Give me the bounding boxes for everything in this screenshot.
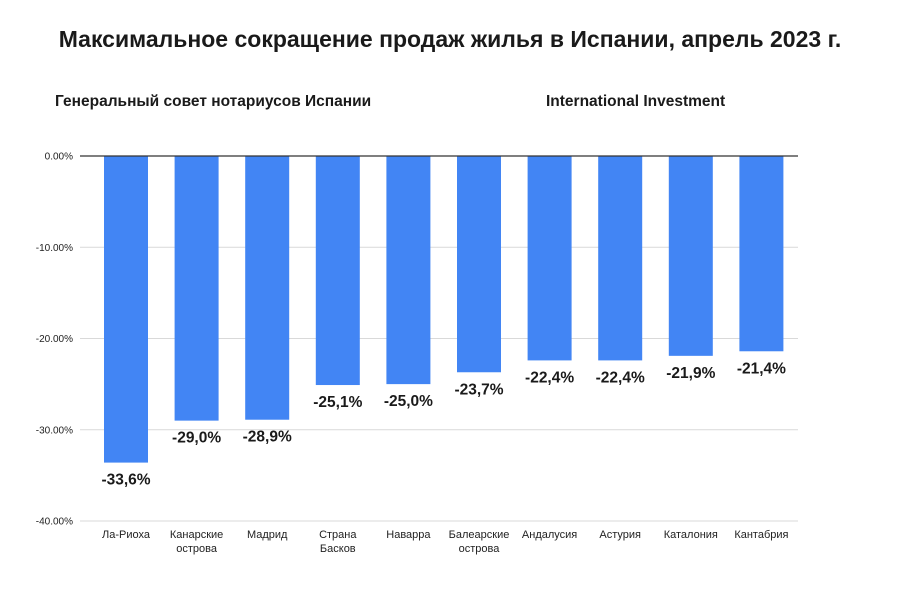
data-label: -21,4% — [737, 360, 786, 377]
bar — [315, 156, 360, 386]
y-tick-label: -10.00% — [36, 243, 73, 254]
category-label: Мадрид — [247, 529, 288, 541]
bar — [598, 156, 643, 361]
bar — [527, 156, 572, 361]
y-tick-label: -20.00% — [36, 334, 73, 345]
bar — [104, 156, 148, 463]
y-tick-label: 0.00% — [45, 152, 73, 163]
category-label: Канарские — [170, 529, 223, 541]
data-label: -23,7% — [454, 381, 503, 398]
category-label: острова — [176, 543, 218, 555]
category-label: Ла-Риоха — [102, 529, 151, 541]
y-tick-label: -30.00% — [36, 425, 73, 436]
category-label: Астурия — [599, 529, 641, 541]
chart-title: Максимальное сокращение продаж жилья в И… — [58, 26, 842, 52]
data-label: -25,1% — [313, 394, 362, 411]
data-label: -33,6% — [101, 472, 150, 489]
data-label: -22,4% — [596, 369, 645, 386]
data-label: -25,0% — [384, 393, 433, 410]
bar — [457, 156, 501, 373]
data-label: -29,0% — [172, 430, 221, 447]
bar — [174, 156, 219, 421]
data-label: -22,4% — [525, 369, 574, 386]
category-label: Басков — [320, 543, 356, 555]
bars — [104, 156, 784, 463]
data-label: -28,9% — [243, 429, 292, 446]
category-label: Андалусия — [522, 529, 577, 541]
source-label-right: International Investment — [546, 93, 726, 110]
y-tick-label: -40.00% — [36, 517, 73, 528]
category-label: Каталония — [664, 529, 718, 541]
bar — [739, 156, 784, 352]
labels: 0.00% -10.00% -20.00% -30.00% -40.00% -33,6% Л… — [36, 152, 789, 556]
bar — [386, 156, 431, 385]
source-label-left: Генеральный совет нотариусов Испании — [55, 93, 372, 110]
category-label: Балеарские — [449, 529, 510, 541]
category-label: Страна — [319, 529, 357, 541]
bar — [245, 156, 290, 420]
data-label: -21,9% — [666, 365, 715, 382]
bar — [668, 156, 713, 356]
category-label: острова — [459, 543, 501, 555]
category-label: Наварра — [386, 529, 431, 541]
category-label: Кантабрия — [734, 529, 788, 541]
